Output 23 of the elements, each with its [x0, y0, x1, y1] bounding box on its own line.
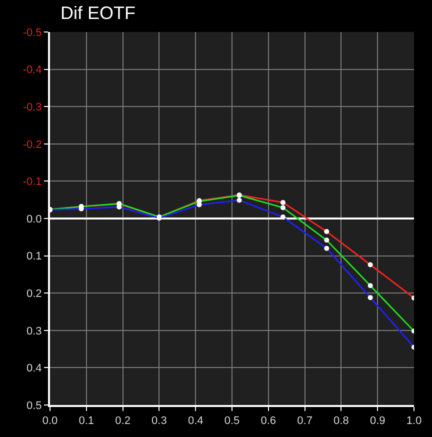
x-tick-label: 0.6 [260, 415, 276, 428]
x-tick-label: 0.3 [152, 415, 167, 428]
y-tick-label: -0.2 [22, 138, 42, 151]
x-tick-label: 0.7 [297, 415, 312, 428]
y-tick-label: -0.1 [22, 176, 42, 188]
x-tick-label: 0.4 [188, 415, 204, 428]
x-tick-label: 0.1 [78, 415, 94, 428]
x-tick-label: 0.8 [334, 415, 349, 428]
y-tick-label: 0.5 [26, 400, 42, 412]
x-tick-label: 0.5 [224, 415, 240, 428]
x-tick-label: 0.2 [115, 415, 130, 428]
y-tick-label: 0.4 [26, 362, 42, 375]
chart-title: Dif EOTF [60, 3, 136, 24]
x-tick-label: 0.9 [370, 415, 386, 428]
x-tick-label: 0.0 [42, 415, 58, 428]
y-tick-label: -0.3 [22, 101, 42, 114]
x-tick-label: 1.0 [406, 415, 422, 428]
y-tick-label: -0.4 [22, 64, 42, 76]
y-tick-label: 0.1 [26, 250, 42, 263]
y-tick-label: -0.5 [22, 26, 42, 39]
y-tick-label: 0.3 [26, 325, 42, 338]
y-tick-label: 0.0 [26, 213, 42, 226]
y-tick-label: 0.2 [26, 288, 42, 300]
